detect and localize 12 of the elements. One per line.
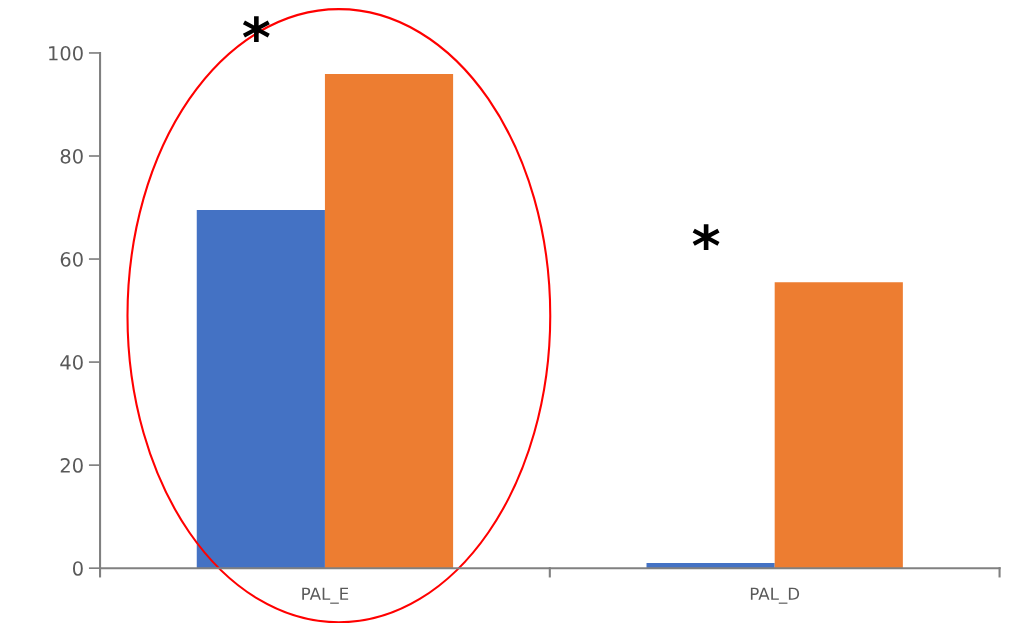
y-tick-label: 60 — [60, 252, 83, 267]
y-tick-label: 20 — [60, 458, 83, 473]
x-tick-label: PAL_E — [302, 587, 349, 604]
bar — [774, 282, 903, 569]
x-tick-label: PAL_D — [750, 587, 800, 604]
bar — [196, 210, 325, 569]
bar — [324, 74, 454, 569]
y-tick-label: 40 — [60, 355, 83, 370]
y-tick-label: 0 — [73, 561, 83, 576]
y-tick-label: 100 — [49, 45, 83, 61]
annotation: * — [692, 224, 720, 251]
y-tick-label: 80 — [60, 148, 83, 164]
